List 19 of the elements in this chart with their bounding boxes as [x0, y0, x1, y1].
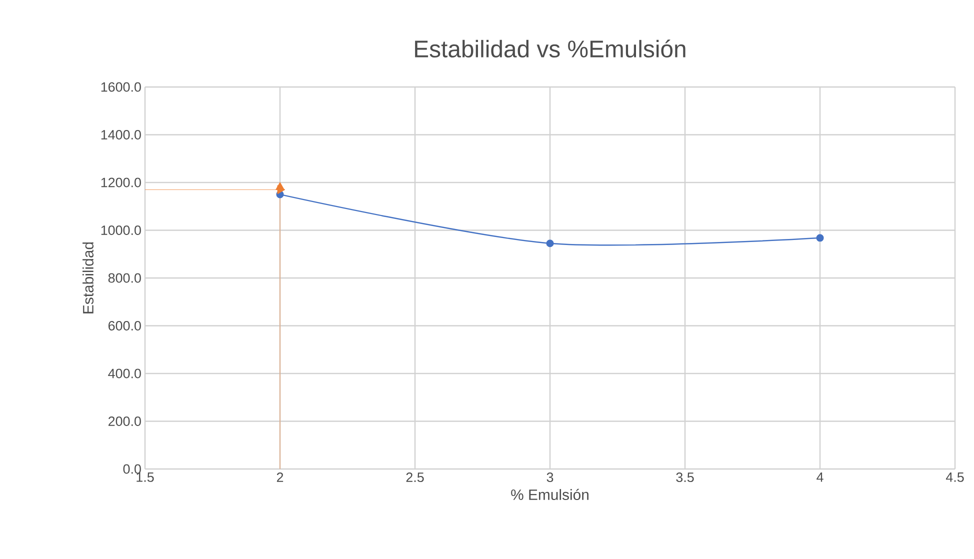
y-tick-label: 1200.0 — [101, 178, 141, 188]
x-tick-label: 3 — [546, 472, 554, 482]
x-axis-title: % Emulsión — [511, 488, 588, 500]
y-tick-label: 400.0 — [108, 368, 141, 378]
x-tick-label: 1.5 — [136, 472, 154, 482]
x-tick-label: 3.5 — [676, 472, 694, 482]
x-tick-label: 4 — [816, 472, 824, 482]
y-axis-title: Estabilidad — [82, 242, 94, 314]
y-tick-label: 200.0 — [108, 416, 141, 426]
chart-title: Estabilidad vs %Emulsión — [415, 40, 686, 58]
x-tick-label: 2 — [276, 472, 284, 482]
x-tick-label: 2.5 — [406, 472, 424, 482]
x-tick-label: 4.5 — [946, 472, 964, 482]
y-tick-label: 1400.0 — [101, 130, 141, 140]
y-tick-label: 600.0 — [108, 320, 141, 331]
y-tick-label: 1000.0 — [101, 225, 141, 235]
y-tick-label: 0.0 — [123, 464, 141, 474]
y-tick-label: 800.0 — [108, 273, 141, 283]
y-tick-label: 1600.0 — [101, 82, 141, 92]
